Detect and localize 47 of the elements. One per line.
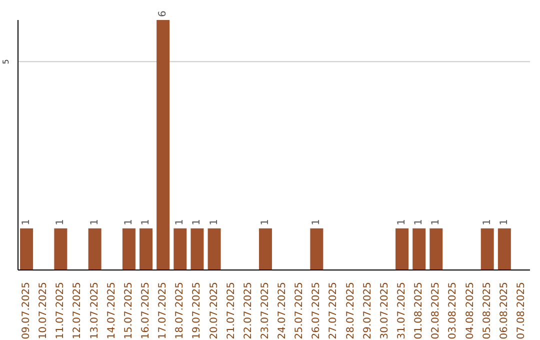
data-label: 1 [482,218,493,226]
x-tick-label: 13.07.2025 [89,282,100,340]
x-tick-label: 15.07.2025 [123,282,134,340]
x-tick-label: 18.07.2025 [174,282,186,340]
x-tick-label: 23.07.2025 [260,282,271,340]
data-label: 1 [89,218,100,226]
x-tick-label: 31.07.2025 [396,282,408,340]
x-tick-label: 07.08.2025 [516,282,527,340]
x-tick-label: 01.08.2025 [414,282,425,340]
x-tick-label: 06.08.2025 [498,282,510,340]
x-tick-label: 29.07.2025 [362,282,374,340]
data-label: 1 [55,218,66,226]
x-tick-label: 24.07.2025 [277,282,288,340]
x-tick-label: 22.07.2025 [242,282,254,340]
data-label: 1 [498,218,510,226]
data-label: 1 [414,218,425,226]
x-tick-label: 25.07.2025 [294,282,306,340]
x-tick-label: 03.08.2025 [448,282,459,340]
data-label: 1 [192,218,203,226]
data-label: 1 [260,218,271,226]
x-tick-label: 19.07.2025 [192,282,203,340]
x-tick-label: 27.07.2025 [328,282,340,340]
data-label: 1 [208,218,220,226]
y-tick-label: 5 [2,59,10,64]
data-label: 1 [140,218,152,226]
x-tick-label: 09.07.2025 [21,282,32,340]
data-label: 1 [123,218,134,226]
x-tick-label: 26.07.2025 [311,282,322,340]
data-label: 1 [21,218,32,226]
data-label: 1 [174,218,186,226]
x-tick-label: 12.07.2025 [72,282,84,340]
data-label: 1 [311,218,322,226]
x-tick-label: 05.08.2025 [482,282,493,340]
x-tick-label: 14.07.2025 [106,282,118,340]
x-tick-label: 10.07.2025 [38,282,50,340]
x-tick-label: 16.07.2025 [140,282,152,340]
x-tick-label: 30.07.2025 [379,282,390,340]
x-tick-label: 20.07.2025 [208,282,220,340]
x-tick-label: 02.08.2025 [430,282,442,340]
x-tick-label: 28.07.2025 [345,282,356,340]
x-tick-label: 21.07.2025 [226,282,237,340]
data-label: 1 [396,218,408,226]
x-tick-label: 11.07.2025 [55,282,66,340]
data-label: 6 [158,10,169,17]
data-label: 1 [430,218,442,226]
x-tick-label: 17.07.2025 [158,282,169,340]
x-tick-label: 04.08.2025 [464,282,476,340]
